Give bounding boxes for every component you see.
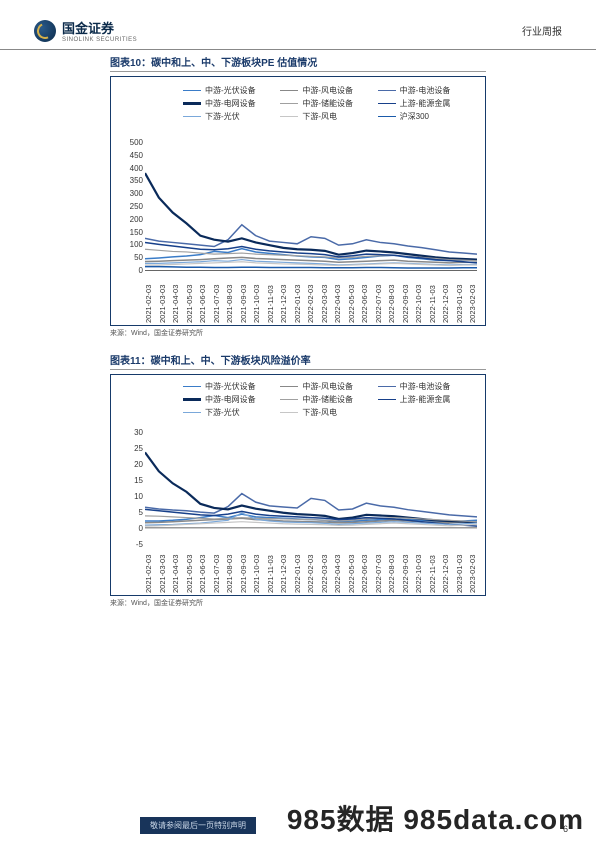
chart-11-yaxis: 302520151050-5 xyxy=(115,425,143,545)
logo: 国金证券 SINOLINK SECURITIES xyxy=(34,18,137,43)
legend-item: 中游-电网设备 xyxy=(183,394,270,405)
legend-item: 下游-光伏 xyxy=(183,111,270,122)
chart-10-box: 中游-光伏设备中游-风电设备中游-电池设备中游-电网设备中游-储能设备上游-能源… xyxy=(110,76,486,326)
legend-item: 中游-风电设备 xyxy=(280,381,367,392)
legend-item: 中游-电网设备 xyxy=(183,98,270,109)
logo-subtext: SINOLINK SECURITIES xyxy=(62,37,137,43)
legend-item: 中游-电池设备 xyxy=(378,381,465,392)
legend-item: 上游-能源金属 xyxy=(378,394,465,405)
header-right: 行业周报 xyxy=(522,23,562,38)
page-header: 国金证券 SINOLINK SECURITIES 行业周报 xyxy=(0,0,596,50)
chart-11-xaxis: 2021-02-032021-03-032021-04-032021-05-03… xyxy=(145,545,477,593)
legend-item: 中游-储能设备 xyxy=(280,98,367,109)
legend-item: 上游-能源金属 xyxy=(378,98,465,109)
legend-item: 中游-光伏设备 xyxy=(183,85,270,96)
figure-title-11: 图表11：碳中和上、中、下游板块风险溢价率 xyxy=(110,352,486,370)
chart-11-legend: 中游-光伏设备中游-风电设备中游-电池设备中游-电网设备中游-储能设备上游-能源… xyxy=(183,381,465,418)
legend-item: 中游-电池设备 xyxy=(378,85,465,96)
legend-item: 下游-风电 xyxy=(280,407,367,418)
chart-11-box: 中游-光伏设备中游-风电设备中游-电池设备中游-电网设备中游-储能设备上游-能源… xyxy=(110,374,486,596)
chart-10-xaxis: 2021-02-032021-03-032021-04-032021-05-03… xyxy=(145,271,477,323)
content: 图表10：碳中和上、中、下游板块PE 估值情况 中游-光伏设备中游-风电设备中游… xyxy=(0,54,596,608)
chart-11-plot xyxy=(145,425,477,545)
chart-10-legend: 中游-光伏设备中游-风电设备中游-电池设备中游-电网设备中游-储能设备上游-能源… xyxy=(183,85,465,122)
chart-10-plot xyxy=(145,135,477,271)
legend-item: 中游-光伏设备 xyxy=(183,381,270,392)
chart-10-source: 来源：Wind，国金证券研究所 xyxy=(110,328,486,338)
legend-item: 下游-光伏 xyxy=(183,407,270,418)
chart-10-yaxis: 500450400350300250200150100500 xyxy=(115,135,143,271)
chart-11-source: 来源：Wind，国金证券研究所 xyxy=(110,598,486,608)
logo-text: 国金证券 xyxy=(62,18,137,37)
watermark: 985数据 985data.com xyxy=(287,798,584,838)
legend-item: 中游-风电设备 xyxy=(280,85,367,96)
chart-10: 中游-光伏设备中游-风电设备中游-电池设备中游-电网设备中游-储能设备上游-能源… xyxy=(110,76,486,338)
legend-item: 下游-风电 xyxy=(280,111,367,122)
logo-icon xyxy=(34,20,56,42)
legend-item: 中游-储能设备 xyxy=(280,394,367,405)
chart-11: 中游-光伏设备中游-风电设备中游-电池设备中游-电网设备中游-储能设备上游-能源… xyxy=(110,374,486,608)
figure-title-10: 图表10：碳中和上、中、下游板块PE 估值情况 xyxy=(110,54,486,72)
legend-item: 沪深300 xyxy=(378,111,465,122)
footer-bar: 敬请参阅最后一页特别声明 xyxy=(140,817,256,834)
